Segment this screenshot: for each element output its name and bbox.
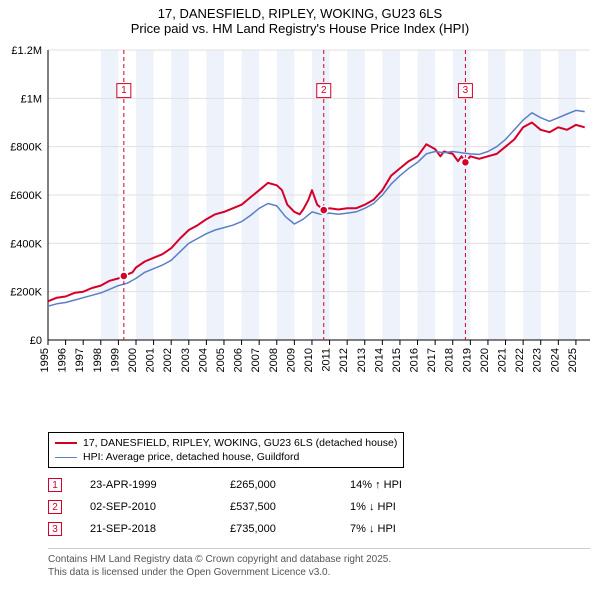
footer-line2: This data is licensed under the Open Gov… [48,566,590,579]
sales-table: 1 23-APR-1999£265,00014% ↑ HPI 2 02-SEP-201… [48,474,470,540]
svg-text:2011: 2011 [321,348,333,372]
svg-text:2008: 2008 [268,348,280,372]
svg-text:2020: 2020 [479,348,491,372]
svg-text:1999: 1999 [109,348,121,372]
sales-diff: 7% ↓ HPI [350,523,470,535]
svg-text:1995: 1995 [39,348,51,372]
svg-text:£400K: £400K [10,238,42,250]
svg-text:2018: 2018 [444,348,456,372]
sales-price: £537,500 [230,501,350,513]
svg-text:2004: 2004 [197,348,209,372]
sales-marker-index: 1 [48,478,62,492]
sales-date: 23-APR-1999 [90,479,230,491]
svg-text:£600K: £600K [10,190,42,202]
sales-date: 02-SEP-2010 [90,501,230,513]
svg-text:£1M: £1M [21,93,42,105]
svg-text:2013: 2013 [356,348,368,372]
sales-marker-index: 3 [48,522,62,536]
chart-title-block: 17, DANESFIELD, RIPLEY, WOKING, GU23 6LS… [0,0,600,38]
svg-text:£800K: £800K [10,142,42,154]
svg-text:1997: 1997 [74,348,86,372]
legend-row-price: 17, DANESFIELD, RIPLEY, WOKING, GU23 6LS… [55,436,397,450]
svg-text:2017: 2017 [426,348,438,372]
chart-title-line2: Price paid vs. HM Land Registry's House … [0,21,600,36]
svg-text:2005: 2005 [215,348,227,372]
legend: 17, DANESFIELD, RIPLEY, WOKING, GU23 6LS… [48,432,404,468]
sales-price: £265,000 [230,479,350,491]
sales-price: £735,000 [230,523,350,535]
legend-swatch-hpi [55,457,77,458]
sales-row: 1 23-APR-1999£265,00014% ↑ HPI [48,474,470,496]
svg-text:2007: 2007 [250,348,262,372]
svg-text:2000: 2000 [127,348,139,372]
sales-date: 21-SEP-2018 [90,523,230,535]
svg-text:2015: 2015 [391,348,403,372]
svg-text:2022: 2022 [514,348,526,372]
svg-text:2021: 2021 [497,348,509,372]
sales-marker-index: 2 [48,500,62,514]
chart-title-line1: 17, DANESFIELD, RIPLEY, WOKING, GU23 6LS [0,6,600,21]
svg-text:2023: 2023 [532,348,544,372]
svg-text:2012: 2012 [338,348,350,372]
svg-text:2: 2 [321,85,327,96]
legend-swatch-price [55,442,77,444]
svg-text:2010: 2010 [303,348,315,372]
svg-text:2014: 2014 [373,348,385,372]
legend-label-hpi: HPI: Average price, detached house, Guil… [83,450,299,464]
chart-svg: £0 £200K £400K £600K £800K £1M £1.2M 1995 1996 19… [0,44,600,424]
svg-text:3: 3 [463,85,469,96]
footer: Contains HM Land Registry data © Crown c… [48,548,590,579]
svg-text:£0: £0 [30,335,42,347]
chart-area: £0 £200K £400K £600K £800K £1M £1.2M 1995 1996 19… [0,44,600,424]
svg-text:2009: 2009 [285,348,297,372]
svg-text:2006: 2006 [233,348,245,372]
sales-row: 3 21-SEP-2018£735,0007% ↓ HPI [48,518,470,540]
footer-line1: Contains HM Land Registry data © Crown c… [48,553,590,566]
svg-text:1998: 1998 [92,348,104,372]
svg-text:2019: 2019 [461,348,473,372]
svg-text:2003: 2003 [180,348,192,372]
svg-text:2024: 2024 [549,348,561,372]
legend-row-hpi: HPI: Average price, detached house, Guil… [55,450,397,464]
svg-text:1: 1 [121,85,127,96]
svg-text:2025: 2025 [567,348,579,372]
sales-diff: 1% ↓ HPI [350,501,470,513]
svg-text:2016: 2016 [409,348,421,372]
svg-text:2002: 2002 [162,348,174,372]
svg-text:2001: 2001 [145,348,157,372]
svg-text:1996: 1996 [57,348,69,372]
sales-row: 2 02-SEP-2010£537,5001% ↓ HPI [48,496,470,518]
svg-text:£1.2M: £1.2M [11,45,42,57]
legend-label-price: 17, DANESFIELD, RIPLEY, WOKING, GU23 6LS… [83,436,397,450]
svg-text:£200K: £200K [10,287,42,299]
sales-diff: 14% ↑ HPI [350,479,470,491]
